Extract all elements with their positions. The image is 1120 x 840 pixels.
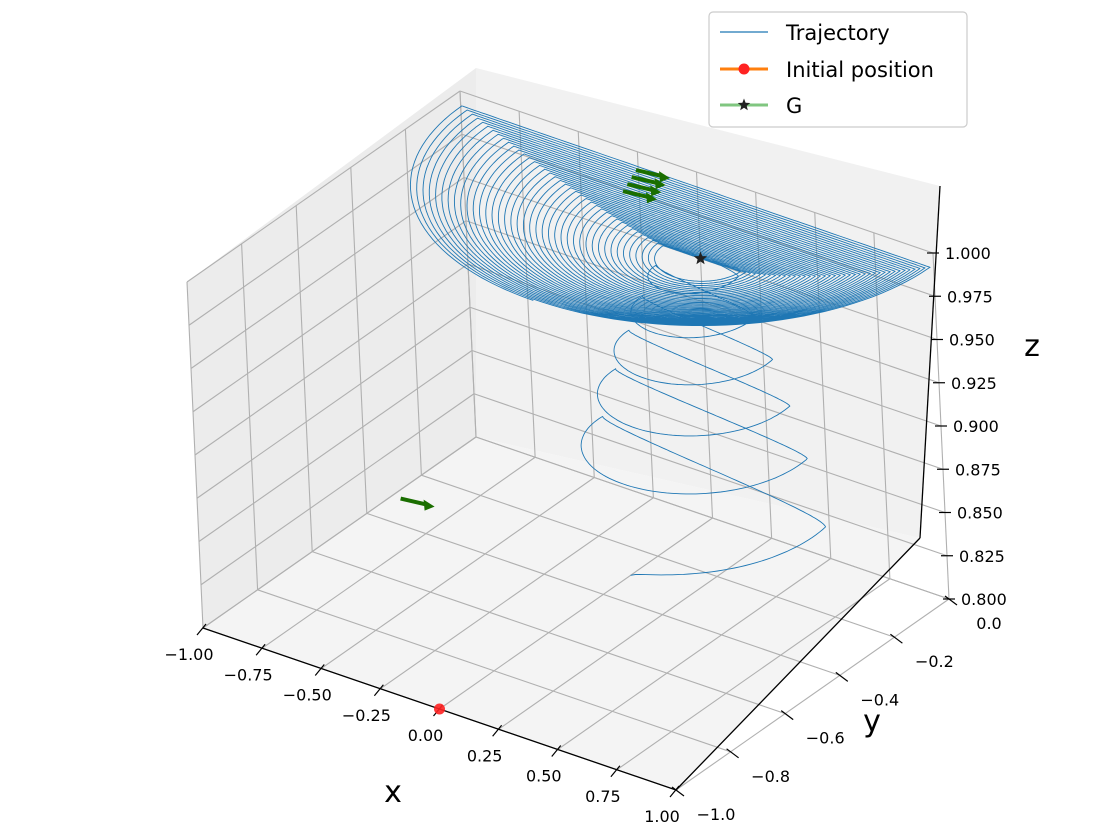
tick-labels: −1.00 −0.75 −0.50 −0.25 0.00 0.25 0.50 0.75 1.00… (164, 244, 1006, 826)
direction-arrow-shaft (400, 496, 428, 507)
x-tick-label: 0.25 (467, 746, 503, 765)
x-tick-label: −0.50 (283, 686, 332, 705)
y-tick-mark (780, 710, 794, 721)
grid-line-z-left-wall (188, 133, 463, 326)
grid-line-z-right-wall (467, 263, 942, 427)
grid-line-y-floor (257, 589, 731, 753)
pane-floor (203, 437, 920, 790)
initial-position-marker (434, 703, 445, 715)
x-tick-mark (551, 745, 562, 757)
grid-line-z-left-wall (198, 350, 473, 542)
direction-arrow-head (654, 178, 666, 190)
grid-line-z-left-wall (202, 436, 477, 629)
grid-line-x-floor (498, 537, 772, 730)
z-tick-label: 0.875 (955, 460, 1001, 479)
axis-titles: x y z (384, 329, 1040, 810)
x-tick-label: 0.75 (585, 787, 621, 806)
y-tick-label: −0.2 (915, 652, 954, 671)
grid-line-z-right-wall (471, 349, 946, 514)
grid-line-z-right-wall (475, 436, 950, 600)
x-tick-label: 1.00 (644, 807, 680, 826)
direction-arrow-shaft (622, 189, 650, 200)
direction-arrow-head (646, 192, 657, 204)
y-tick-label: −0.6 (806, 729, 845, 748)
grid-line-z-left-wall (186, 90, 461, 283)
direction-arrow-shaft (635, 168, 663, 179)
grid-line-x-floor (439, 517, 713, 710)
x-axis-label: x (384, 775, 402, 810)
z-tick-label: 0.950 (949, 331, 995, 350)
legend-frame (708, 11, 968, 128)
x-tick-mark (492, 724, 503, 737)
z-tick-label: 1.000 (945, 244, 991, 263)
x-tick-label: 0.00 (408, 726, 444, 745)
z-tick-label: 0.900 (953, 417, 999, 436)
direction-arrow-head (423, 499, 435, 511)
pane-back-left (187, 68, 476, 628)
x-tick-mark (373, 684, 384, 697)
y-tick-label: −1.0 (697, 805, 736, 824)
grid-line-z-right-wall (459, 90, 934, 254)
grid-line-x-floor (675, 598, 950, 791)
x-tick-mark (610, 765, 621, 778)
y-axis-line (675, 537, 921, 791)
z-tick-label: 0.825 (959, 547, 1005, 566)
grid-line-z-left-wall (194, 263, 469, 456)
grid-line-y-floor (312, 551, 786, 715)
legend-label-initial-position: Initial position (786, 58, 934, 82)
y-tick-label: −0.4 (860, 690, 899, 709)
x-tick-label: 0.50 (526, 767, 562, 786)
legend-label-g: G (786, 94, 802, 118)
z-axis-line (919, 185, 941, 539)
z-tick-label: 0.850 (957, 504, 1003, 523)
grid-line-z-left-wall (192, 220, 467, 413)
legend-label-trajectory: Trajectory (785, 21, 890, 45)
x-tick-mark (314, 664, 325, 676)
x-tick-label: −0.75 (224, 665, 273, 684)
y-axis-label: y (863, 704, 881, 739)
grid-line-x-floor (616, 578, 891, 771)
y-tick-label: −0.8 (751, 767, 790, 786)
grid-line-z-right-wall (469, 306, 944, 470)
legend-marker-initial-position (738, 63, 750, 75)
z-tick-label: 0.800 (961, 590, 1007, 609)
grid-line-x-floor (557, 558, 832, 750)
x-tick-label: −0.25 (342, 706, 391, 725)
y-tick-mark (944, 595, 958, 606)
direction-arrow-shaft (631, 175, 659, 186)
direction-arrow-head (659, 171, 670, 183)
x-tick-mark (255, 643, 266, 656)
legend-marker-g (737, 98, 751, 111)
markers (400, 168, 708, 715)
y-tick-mark (671, 786, 685, 797)
grid-line-z-left-wall (200, 393, 475, 586)
grid-line-y-floor (366, 512, 840, 676)
grid-line-z-left-wall (190, 177, 465, 369)
grid-line-z-right-wall (465, 220, 940, 384)
legend: Trajectory Initial position G (708, 11, 968, 128)
x-tick-mark (669, 785, 680, 798)
direction-arrow-head (650, 185, 662, 197)
grid-line-z-right-wall (473, 393, 948, 557)
y-tick-mark (890, 633, 903, 644)
grid-line-x-floor (320, 477, 595, 669)
goal-marker-star (693, 251, 708, 265)
grid-line-x-floor (380, 497, 654, 690)
z-tick-label: 0.925 (951, 374, 997, 393)
x-tick-mark (196, 623, 207, 636)
y-tick-label: 0.0 (976, 614, 1001, 633)
y-tick-mark (835, 671, 849, 682)
grid-line-x-floor (261, 456, 536, 649)
grid-line-z-right-wall (461, 133, 936, 297)
grid-line-y-floor (421, 474, 895, 638)
x-tick-label: −1.00 (164, 645, 213, 664)
z-axis-label: z (1024, 329, 1040, 364)
z-tick-label: 0.975 (947, 287, 993, 306)
y-tick-mark (726, 748, 739, 759)
grid-line-z-left-wall (196, 306, 471, 499)
direction-arrow-shaft (626, 182, 654, 193)
